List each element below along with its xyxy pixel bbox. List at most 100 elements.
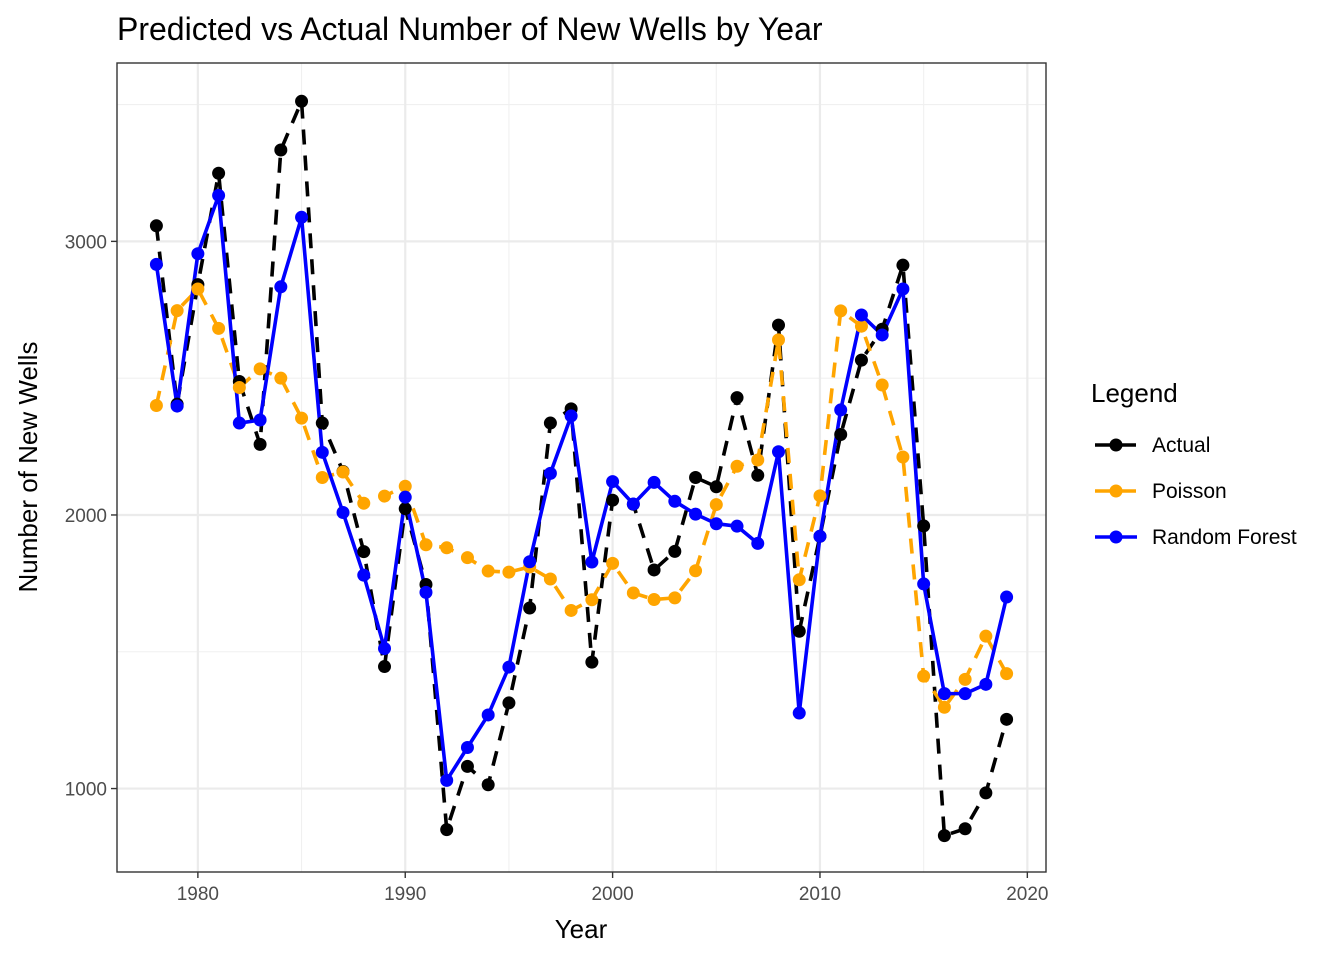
data-point-actual — [212, 166, 226, 180]
series-line-actual — [154, 99, 1009, 838]
data-point-actual — [502, 696, 516, 710]
data-point-random-forest — [896, 282, 910, 296]
data-point-poisson — [875, 378, 889, 392]
data-point-random-forest — [771, 445, 785, 459]
data-point-poisson — [937, 700, 951, 714]
data-point-actual — [917, 519, 931, 533]
data-point-actual — [1000, 712, 1014, 726]
data-point-random-forest — [378, 641, 392, 655]
data-point-actual — [689, 470, 703, 484]
series-line-poisson — [154, 287, 1009, 710]
data-point-poisson — [689, 564, 703, 578]
x-axis-title: Year — [555, 914, 608, 944]
data-point-random-forest — [626, 497, 640, 511]
data-point-poisson — [792, 573, 806, 587]
data-point-actual — [585, 655, 599, 669]
data-point-random-forest — [854, 308, 868, 322]
data-point-random-forest — [834, 403, 848, 417]
data-point-poisson — [357, 496, 371, 510]
data-point-random-forest — [191, 247, 205, 261]
data-point-actual — [357, 545, 371, 559]
legend-label-random-forest: Random Forest — [1152, 526, 1297, 549]
x-tick-label: 1990 — [384, 884, 426, 905]
data-point-poisson — [585, 593, 599, 607]
data-point-poisson — [730, 459, 744, 473]
data-point-random-forest — [689, 507, 703, 521]
data-point-actual — [896, 258, 910, 272]
x-tick-label: 1980 — [177, 884, 219, 905]
plot-area — [116, 62, 1047, 873]
data-point-actual — [523, 601, 537, 615]
data-point-random-forest — [813, 529, 827, 543]
y-tick-label: 1000 — [65, 780, 107, 801]
y-axis-title: Number of New Wells — [13, 342, 43, 593]
data-point-random-forest — [937, 687, 951, 701]
data-point-actual — [979, 786, 993, 800]
data-point-random-forest — [606, 475, 620, 489]
data-point-random-forest — [274, 280, 288, 294]
data-point-actual — [274, 143, 288, 157]
data-point-actual — [295, 94, 309, 108]
data-point-poisson — [170, 304, 184, 318]
data-point-random-forest — [315, 445, 329, 459]
data-point-poisson — [232, 380, 246, 394]
data-point-actual — [792, 624, 806, 638]
data-point-poisson — [419, 538, 433, 552]
data-point-random-forest — [647, 475, 661, 489]
data-point-poisson — [295, 411, 309, 425]
data-point-poisson — [481, 564, 495, 578]
data-point-poisson — [212, 321, 226, 335]
data-point-random-forest — [730, 519, 744, 533]
data-point-random-forest — [440, 773, 454, 787]
legend-label-poisson: Poisson — [1152, 480, 1227, 503]
data-point-poisson — [191, 282, 205, 296]
data-point-random-forest — [523, 555, 537, 569]
data-point-poisson — [751, 453, 765, 467]
data-point-poisson — [440, 541, 454, 555]
data-point-poisson — [606, 556, 620, 570]
x-axis: 1980 1990 2000 2010 2020 — [177, 872, 1048, 905]
y-tick-label: 2000 — [65, 506, 107, 527]
data-point-random-forest — [979, 677, 993, 691]
data-point-poisson — [253, 362, 267, 376]
legend-key-point-actual — [1109, 438, 1123, 452]
data-point-actual — [854, 353, 868, 367]
data-point-actual — [543, 416, 557, 430]
data-point-actual — [647, 563, 661, 577]
data-point-poisson — [813, 489, 827, 503]
data-point-random-forest — [398, 490, 412, 504]
plot-background — [117, 63, 1046, 872]
data-point-poisson — [336, 465, 350, 479]
data-point-poisson — [398, 479, 412, 493]
data-point-random-forest — [668, 494, 682, 508]
data-point-actual — [709, 480, 723, 494]
data-point-poisson — [771, 333, 785, 347]
data-point-random-forest — [875, 328, 889, 342]
data-point-random-forest — [958, 687, 972, 701]
legend-key-point-poisson — [1109, 484, 1123, 498]
data-point-random-forest — [751, 536, 765, 550]
data-point-random-forest — [709, 517, 723, 531]
legend-title: Legend — [1091, 378, 1178, 408]
data-point-poisson — [626, 586, 640, 600]
data-point-actual — [481, 778, 495, 792]
x-tick-label: 2000 — [591, 884, 633, 905]
data-point-poisson — [378, 489, 392, 503]
x-tick-label: 2010 — [799, 884, 841, 905]
data-point-poisson — [979, 629, 993, 643]
data-point-poisson — [274, 371, 288, 385]
data-point-poisson — [854, 319, 868, 333]
data-point-random-forest — [253, 413, 267, 427]
data-point-random-forest — [917, 577, 931, 591]
legend-key-point-random-forest — [1109, 530, 1123, 544]
data-point-actual — [771, 318, 785, 332]
data-point-poisson — [543, 572, 557, 586]
data-point-random-forest — [357, 568, 371, 582]
data-point-random-forest — [543, 466, 557, 480]
data-point-random-forest — [564, 409, 578, 423]
data-point-random-forest — [149, 257, 163, 271]
data-point-random-forest — [336, 506, 350, 520]
data-point-poisson — [315, 470, 329, 484]
legend: Legend Actual Poisson Random Forest — [1091, 378, 1297, 549]
data-point-random-forest — [170, 399, 184, 413]
